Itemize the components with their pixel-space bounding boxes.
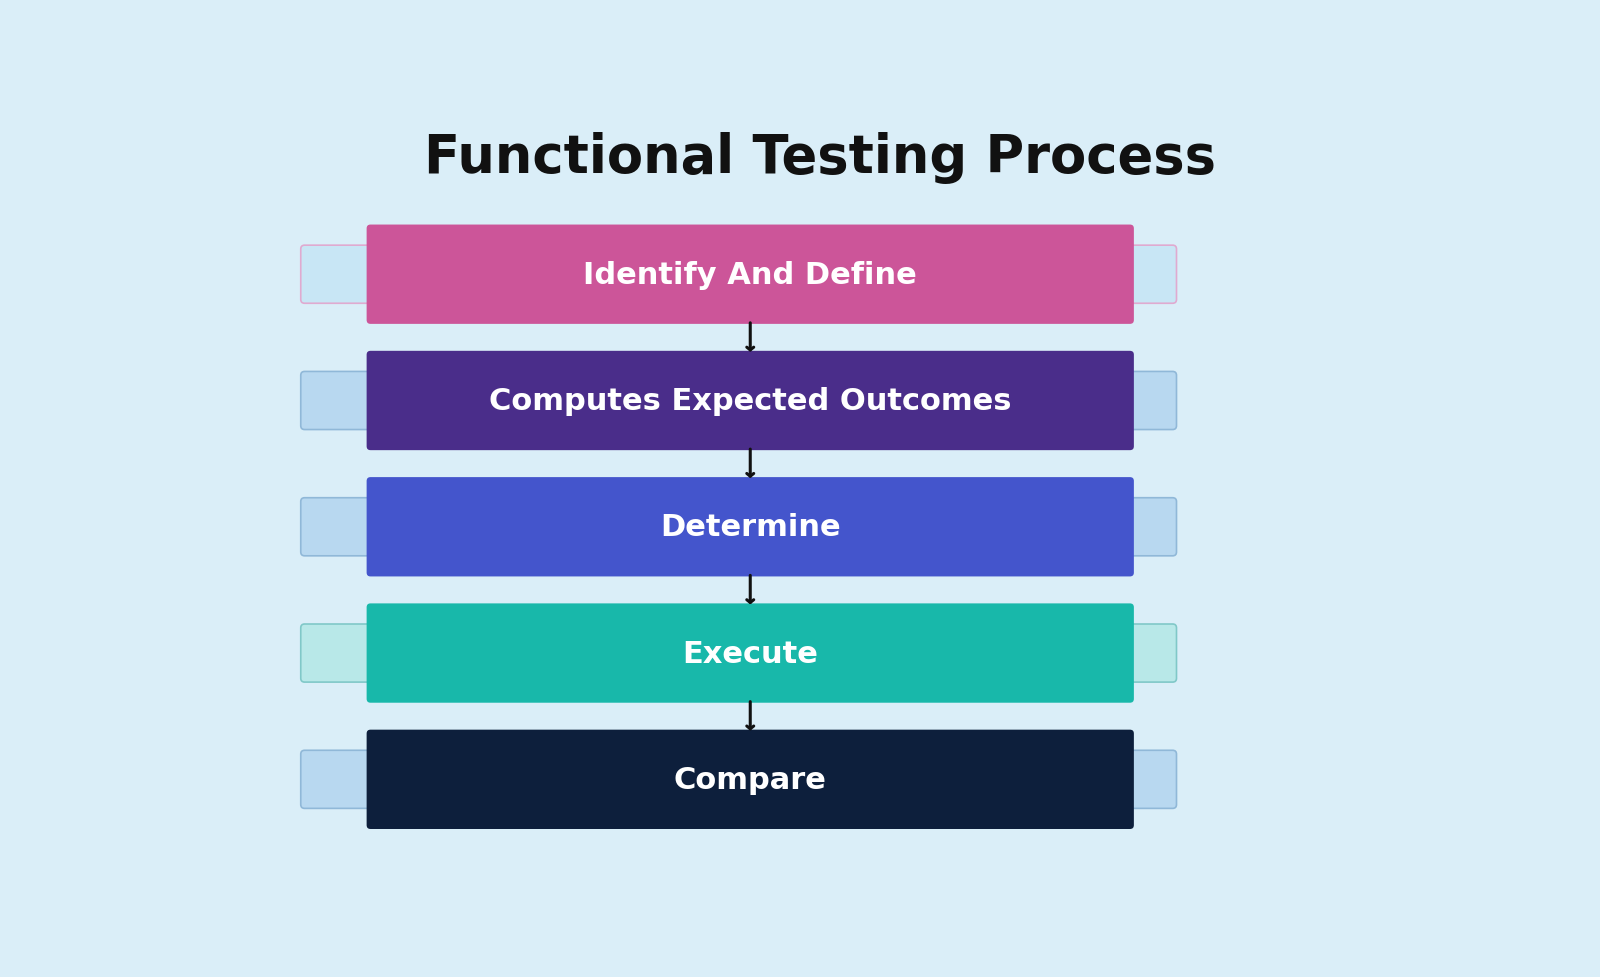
FancyBboxPatch shape	[301, 624, 1176, 682]
Text: Identify And Define: Identify And Define	[584, 261, 917, 289]
FancyBboxPatch shape	[366, 730, 1134, 829]
FancyBboxPatch shape	[366, 226, 1134, 324]
FancyBboxPatch shape	[366, 478, 1134, 576]
FancyBboxPatch shape	[301, 750, 1176, 809]
FancyBboxPatch shape	[301, 372, 1176, 430]
FancyBboxPatch shape	[301, 246, 1176, 304]
FancyBboxPatch shape	[301, 498, 1176, 556]
Text: Functional Testing Process: Functional Testing Process	[424, 132, 1216, 184]
FancyBboxPatch shape	[366, 352, 1134, 450]
Text: Compare: Compare	[674, 765, 827, 794]
Text: Execute: Execute	[682, 639, 818, 668]
Text: Determine: Determine	[659, 513, 840, 541]
FancyBboxPatch shape	[366, 604, 1134, 703]
Text: Computes Expected Outcomes: Computes Expected Outcomes	[490, 387, 1011, 415]
